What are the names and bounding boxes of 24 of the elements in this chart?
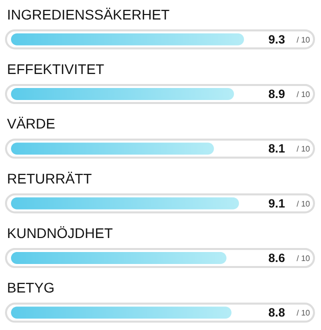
y-tick-label: BETYG [7, 280, 54, 296]
bar [11, 33, 244, 46]
bar [11, 142, 214, 155]
bar [11, 197, 239, 210]
text: / 10 [296, 308, 311, 318]
bar [11, 306, 232, 319]
y-tick-label: VÄRDE [7, 116, 56, 132]
text: / 10 [296, 35, 311, 44]
data-label: 8.1 [268, 142, 286, 156]
y-tick-label: EFFEKTIVITET [7, 61, 105, 77]
y-tick-label: KUNDNÖJDHET [7, 225, 114, 241]
bar [11, 88, 234, 100]
y-tick-label: INGREDIENSSÄKERHET [7, 6, 170, 22]
data-label: 9.3 [268, 32, 286, 46]
text: / 10 [296, 254, 311, 263]
y-tick-label: RETURRÄTT [7, 170, 92, 186]
data-label: 8.6 [268, 251, 286, 265]
data-label: 8.9 [268, 87, 286, 101]
text: / 10 [296, 144, 311, 154]
text: / 10 [296, 199, 311, 208]
bar [11, 252, 226, 264]
text: / 10 [296, 90, 311, 99]
data-label: 8.8 [268, 306, 286, 320]
data-label: 9.1 [268, 196, 286, 210]
